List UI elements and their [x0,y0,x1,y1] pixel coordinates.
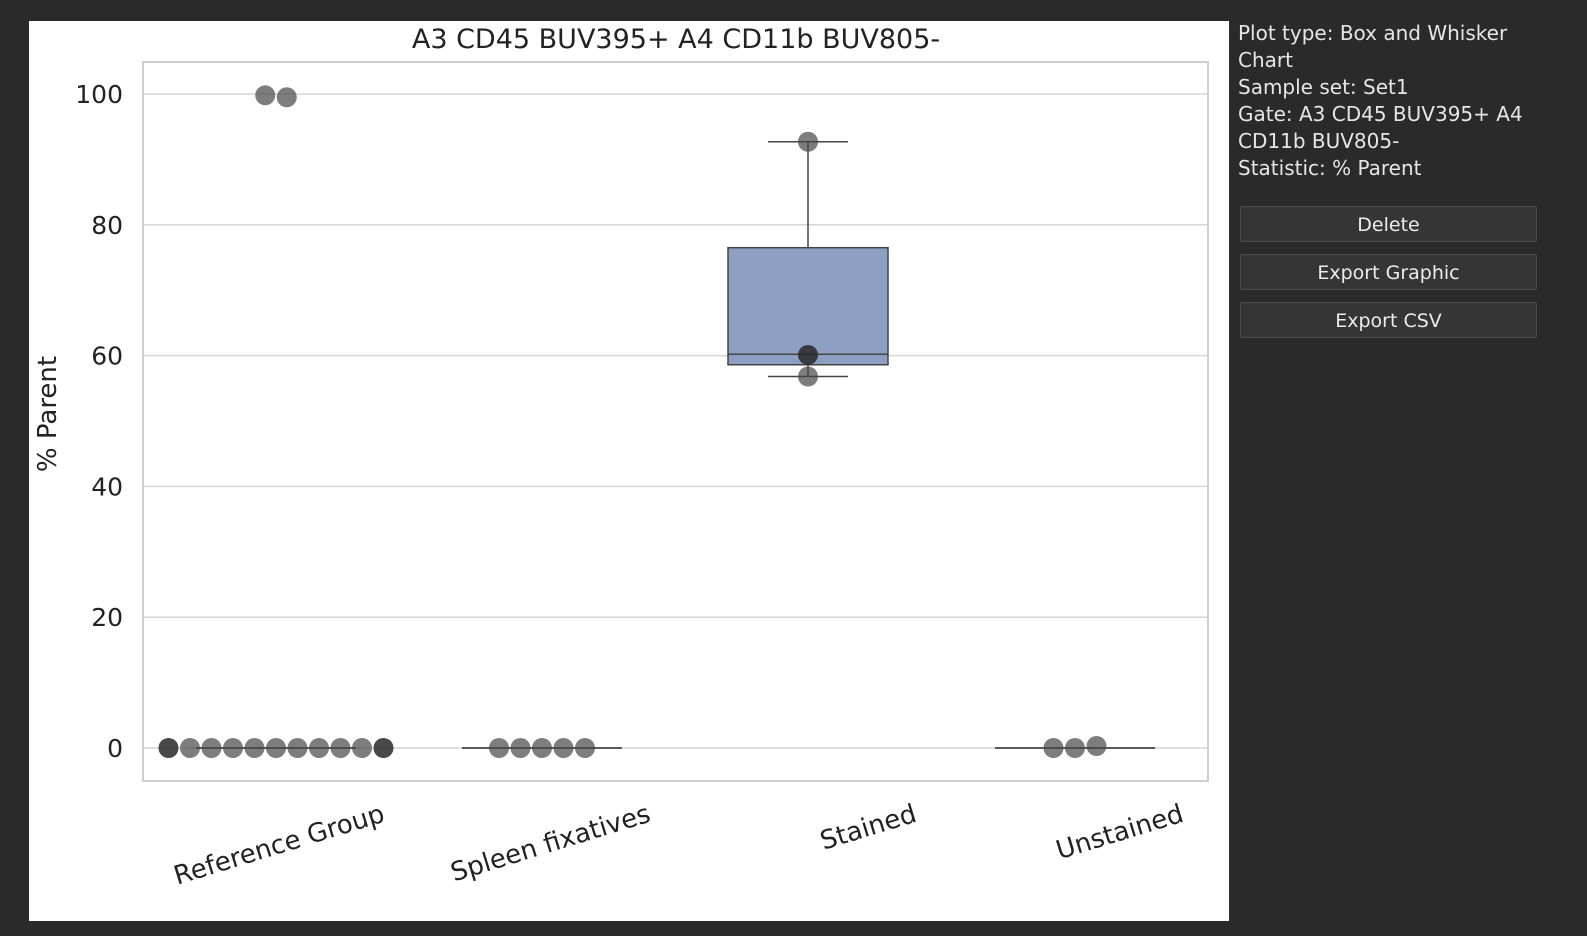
delete-button[interactable]: Delete [1240,206,1537,242]
data-point [1086,736,1107,757]
data-point [798,131,818,152]
x-axis-ticks: Reference Group Spleen fixatives Stained Un… [170,799,1187,892]
data-point [798,366,818,387]
data-point [373,738,394,758]
data-point [575,738,595,758]
points-reference-group [158,85,394,758]
data-point [352,738,372,758]
data-points [158,85,1107,758]
data-point [244,738,265,758]
grid-lines [143,93,1208,749]
box-whisker-chart: A3 CD45 BUV395+ A4 CD11b BUV805- % Paren… [33,24,1209,892]
plot-type-info: Plot type: Box and Whisker Chart [1238,21,1508,72]
chart-title: A3 CD45 BUV395+ A4 CD11b BUV805- [412,24,940,55]
statistic-info: Statistic: % Parent [1238,156,1422,180]
data-point [266,738,286,758]
x-tick-label: Reference Group [170,799,388,892]
side-panel: Plot type: Box and Whisker Chart Sample … [1238,20,1548,338]
data-point [276,87,297,108]
data-point [532,738,552,758]
data-point [330,738,351,758]
points-unstained [1043,736,1107,758]
y-tick-label: 100 [75,80,123,109]
data-point [180,738,200,758]
data-point [798,344,818,365]
x-tick-label: Unstained [1053,799,1187,866]
data-point [287,738,308,758]
data-point [510,738,531,758]
data-point [1065,738,1085,758]
boxes [196,140,1155,749]
export-graphic-button[interactable]: Export Graphic [1240,254,1537,290]
y-axis-ticks: 0 20 40 60 80 100 [75,80,123,763]
x-tick-label: Spleen fixatives [447,799,654,888]
x-tick-label: Stained [817,799,920,857]
export-csv-button[interactable]: Export CSV [1240,302,1537,338]
data-point [1043,738,1064,758]
data-point [201,738,222,758]
plot-panel: A3 CD45 BUV395+ A4 CD11b BUV805- % Paren… [29,21,1229,921]
gate-info: Gate: A3 CD45 BUV395+ A4 CD11b BUV805- [1238,102,1523,153]
data-point [255,85,276,106]
data-point [309,738,329,758]
y-tick-label: 60 [91,342,123,371]
data-point [489,738,509,758]
points-spleen-fixatives [489,738,595,758]
sample-set-info: Sample set: Set1 [1238,75,1409,99]
plot-frame [142,61,1209,782]
y-tick-label: 0 [107,734,123,763]
data-point [158,738,179,758]
box-stained [727,140,889,378]
data-point [223,738,243,758]
y-tick-label: 40 [91,472,123,501]
y-tick-label: 80 [91,211,123,240]
points-stained [798,131,818,387]
y-tick-label: 20 [91,603,123,632]
y-axis-label: % Parent [33,356,63,472]
data-point [553,738,574,758]
